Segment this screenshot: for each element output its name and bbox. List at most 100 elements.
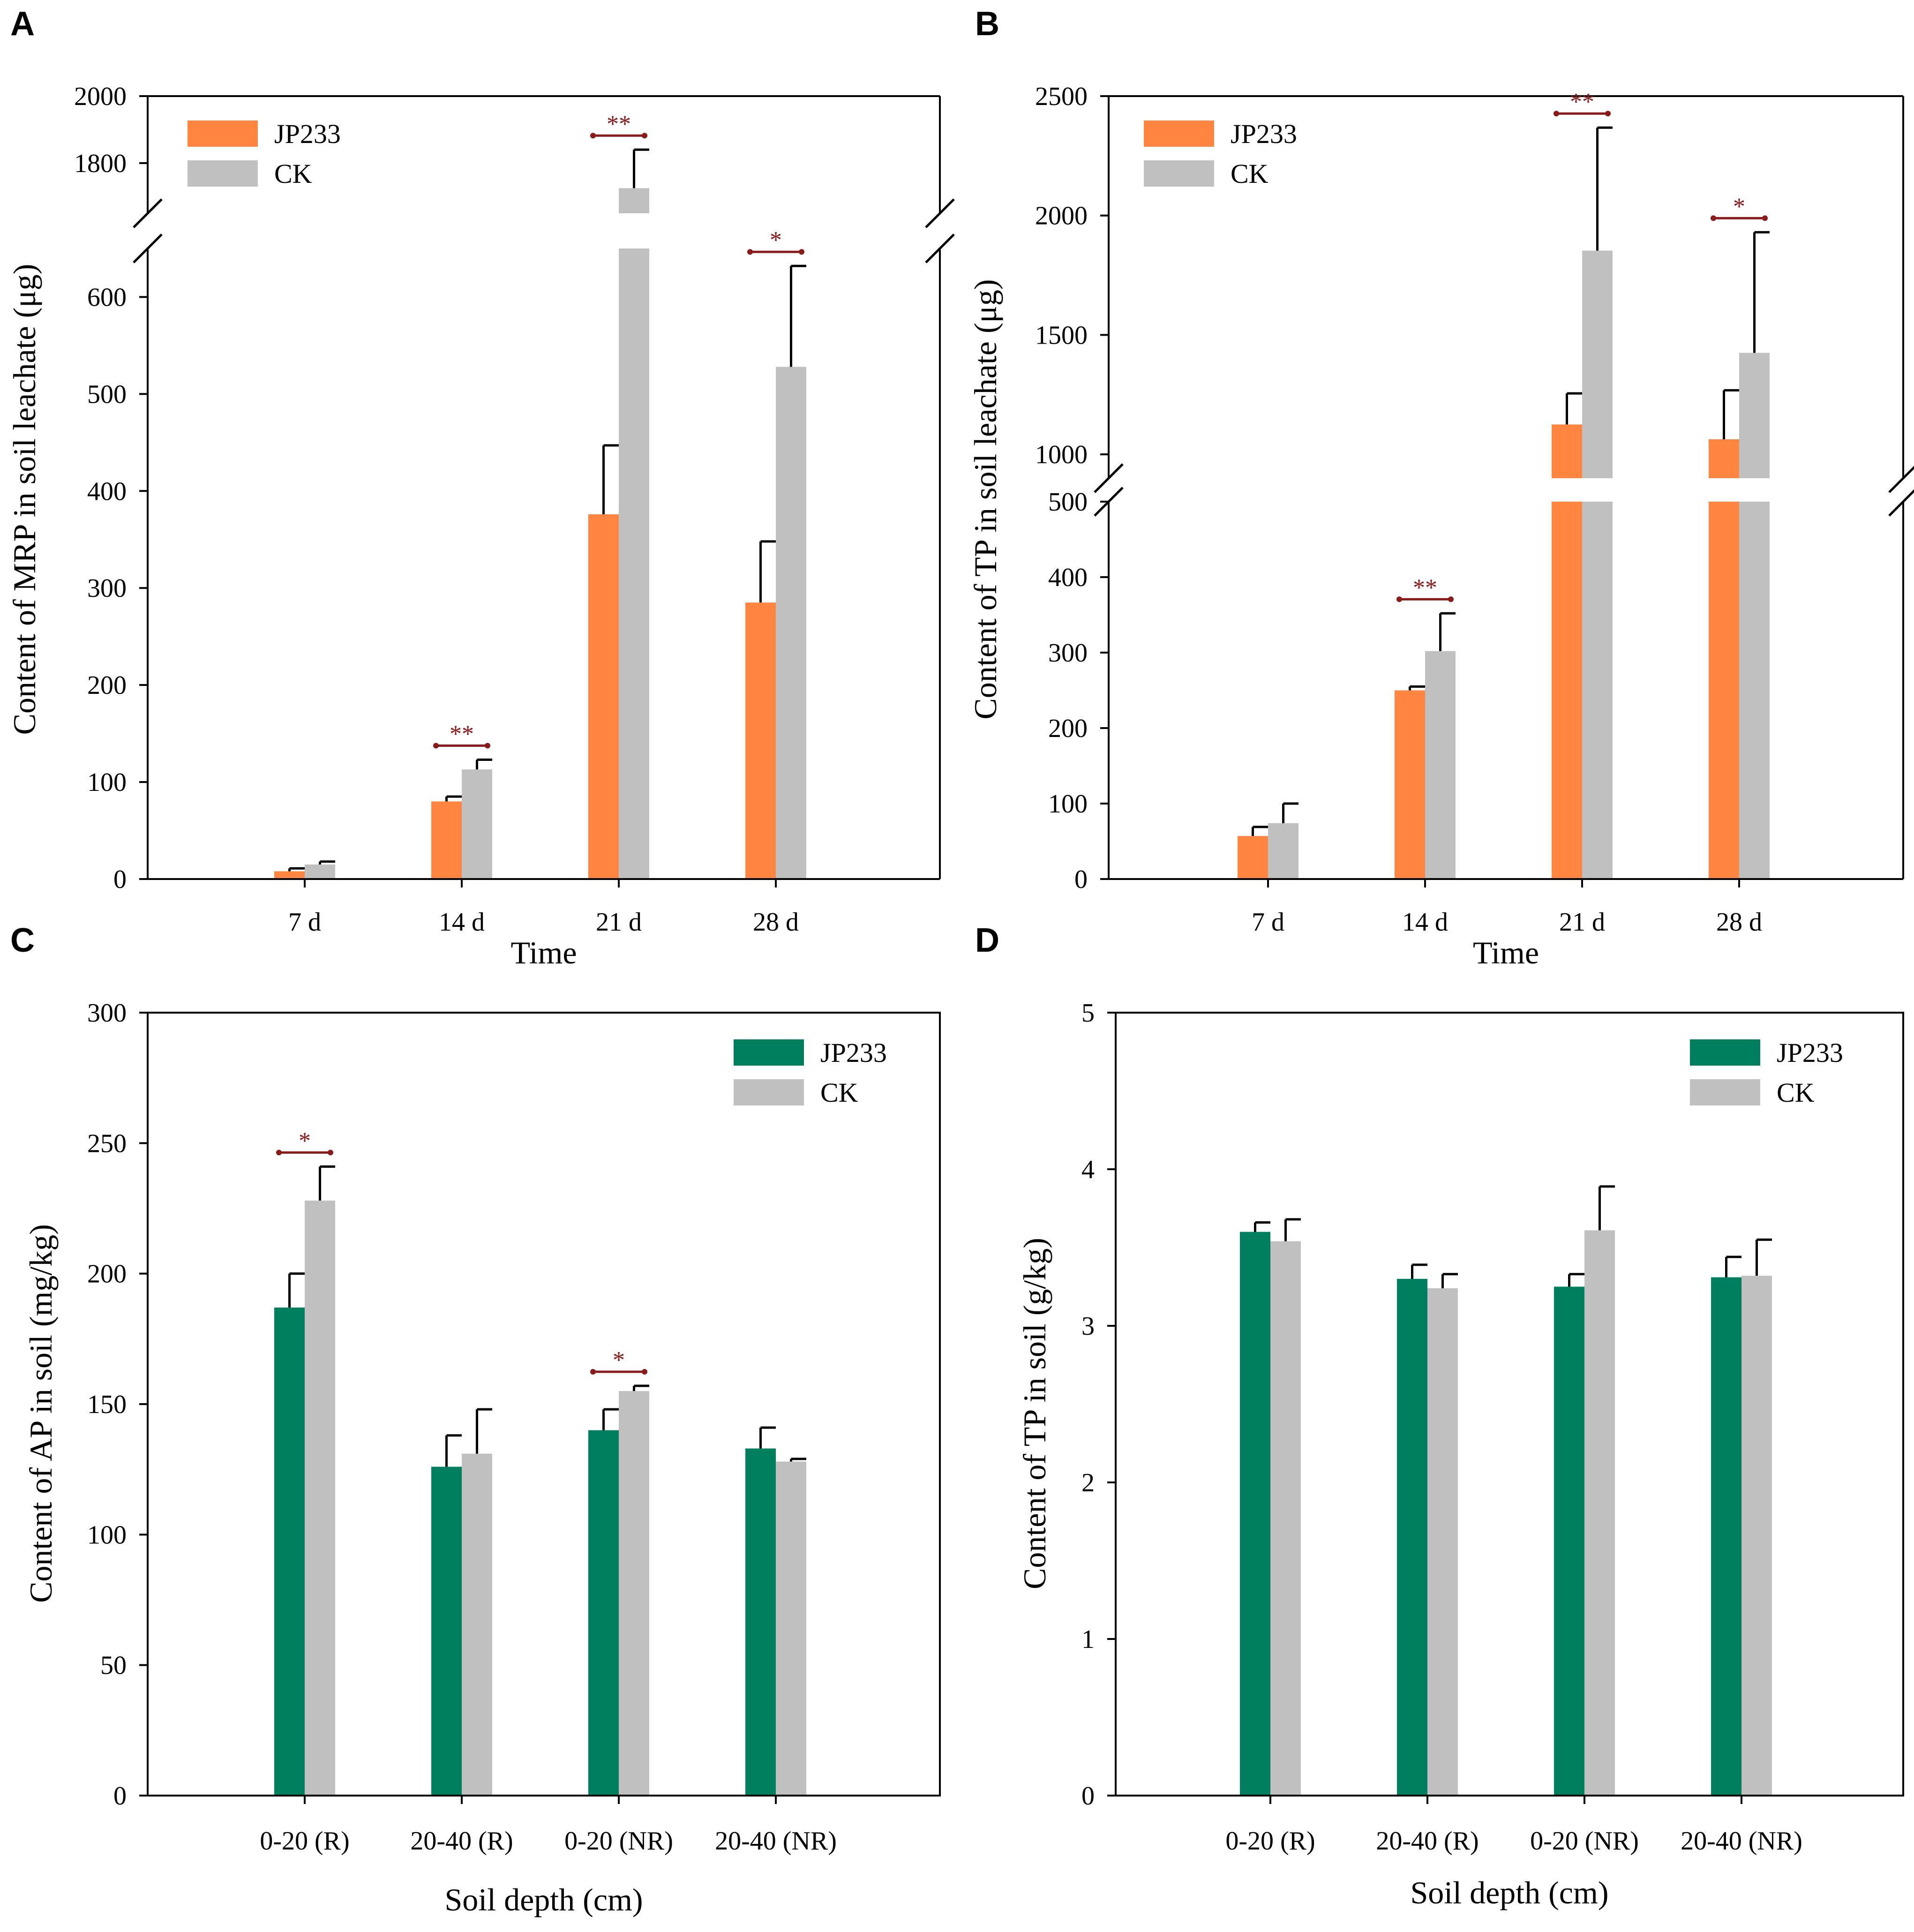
y-tick-label: 500	[87, 380, 127, 409]
y-tick-label: 600	[87, 283, 127, 312]
bar	[1582, 502, 1613, 879]
y-tick-label: 100	[87, 768, 127, 797]
y-tick-label: 2000	[74, 82, 127, 111]
x-tick-label: 7 d	[1252, 908, 1284, 937]
legend-swatch	[1144, 160, 1214, 187]
significance-marker: *	[1733, 193, 1745, 220]
bar	[619, 248, 649, 879]
legend-swatch	[1144, 120, 1214, 147]
bar	[1739, 353, 1770, 478]
legend-label: CK	[1231, 158, 1268, 189]
bar	[1397, 1278, 1427, 1796]
y-tick-label: 400	[87, 477, 127, 506]
y-tick-label: 300	[87, 574, 127, 603]
significance-dot	[642, 133, 647, 139]
axis-break-mark	[925, 233, 955, 263]
legend-label: CK	[1777, 1077, 1815, 1108]
y-tick-label: 300	[87, 999, 127, 1028]
x-tick-label: 20-40 (R)	[410, 1827, 513, 1856]
y-axis-title: Content of AP in soil (mg/kg)	[23, 1224, 59, 1603]
x-axis-title: Soil depth (cm)	[444, 1882, 643, 1917]
bar	[305, 1200, 335, 1796]
legend-label: CK	[274, 158, 312, 189]
legend-label: CK	[820, 1077, 858, 1108]
bar	[1270, 1241, 1301, 1796]
panel-a: A 0 100 200 300 400 500 600 1800 2000 7 d 14 d 21 d 2…	[7, 5, 959, 970]
y-tick-label: 200	[1048, 714, 1088, 743]
bar	[1709, 502, 1739, 879]
y-tick-label: 2500	[1035, 82, 1088, 111]
y-tick-label: 0	[1081, 1782, 1095, 1811]
y-tick-label: 3	[1081, 1312, 1095, 1341]
significance-marker: **	[607, 111, 631, 137]
significance-marker: **	[450, 721, 474, 747]
significance-dot	[590, 133, 596, 139]
bar	[1554, 1286, 1584, 1796]
x-tick-label: 20-40 (NR)	[715, 1827, 837, 1856]
bar	[1709, 439, 1739, 478]
y-tick-label: 2000	[1035, 202, 1088, 231]
y-tick-label: 200	[87, 671, 127, 700]
x-tick-label: 0-20 (R)	[260, 1827, 349, 1856]
legend-swatch	[734, 1039, 804, 1066]
bar	[1427, 1288, 1458, 1796]
significance-dot	[1448, 596, 1454, 602]
bar	[1741, 1276, 1772, 1796]
y-tick-label: 4	[1081, 1155, 1095, 1184]
legend-swatch	[734, 1079, 804, 1105]
bar	[305, 864, 335, 879]
axis-break-mark	[1094, 463, 1124, 493]
bar	[431, 801, 462, 879]
significance-dot	[1605, 111, 1611, 117]
x-axis-title: Time	[1473, 935, 1539, 970]
y-tick-label: 500	[1048, 488, 1088, 517]
axis-break-mark	[133, 198, 163, 228]
bar	[745, 1448, 776, 1796]
significance-marker: *	[299, 1128, 311, 1154]
axis-break-mark	[1888, 489, 1914, 517]
significance-marker: *	[613, 1347, 625, 1374]
y-tick-label: 150	[87, 1390, 127, 1419]
y-tick-label: 2	[1081, 1468, 1095, 1497]
bar	[462, 769, 492, 879]
axis-break-mark	[925, 198, 955, 228]
bar	[431, 1466, 462, 1796]
y-tick-label: 5	[1081, 999, 1095, 1028]
y-tick-label: 200	[87, 1260, 127, 1289]
panel-label: D	[975, 922, 999, 959]
y-tick-label: 1500	[1035, 321, 1088, 350]
y-tick-label: 0	[113, 1782, 127, 1811]
x-tick-label: 7 d	[288, 908, 321, 937]
legend-swatch	[1690, 1039, 1760, 1066]
bar	[462, 1453, 492, 1796]
bar	[1395, 690, 1425, 879]
y-tick-label: 100	[87, 1520, 127, 1549]
significance-marker: *	[770, 227, 782, 254]
significance-marker: **	[1413, 574, 1437, 601]
panel-label: C	[10, 922, 35, 959]
panel-label: A	[10, 5, 35, 43]
x-axis-title: Time	[510, 935, 577, 970]
bar	[1552, 424, 1582, 478]
y-tick-label: 1	[1081, 1625, 1095, 1654]
x-tick-label: 28 d	[753, 908, 799, 937]
axis-break-mark	[133, 233, 163, 263]
y-tick-label: 50	[100, 1651, 127, 1680]
significance-marker: **	[1570, 89, 1594, 115]
x-tick-label: 0-20 (NR)	[564, 1827, 673, 1856]
bar	[1552, 502, 1582, 879]
x-tick-label: 28 d	[1716, 908, 1762, 937]
bar	[1268, 823, 1299, 879]
bar	[588, 1430, 619, 1796]
y-axis-title: Content of TP in soil leachate (μg)	[968, 279, 1003, 719]
y-tick-label: 100	[1048, 789, 1088, 819]
bar	[619, 188, 649, 213]
x-tick-label: 0-20 (R)	[1225, 1827, 1315, 1856]
legend-label: JP233	[274, 119, 341, 149]
bar	[274, 871, 305, 879]
significance-dot	[433, 743, 439, 749]
y-tick-label: 1000	[1035, 440, 1088, 469]
significance-dot	[799, 249, 804, 255]
bar	[1584, 1230, 1615, 1796]
panel-d: D 0 1 2 3 4 5 0-20 (R) 20-40 (R) 0-20 (NR) 20-40 (…	[975, 922, 1904, 1910]
